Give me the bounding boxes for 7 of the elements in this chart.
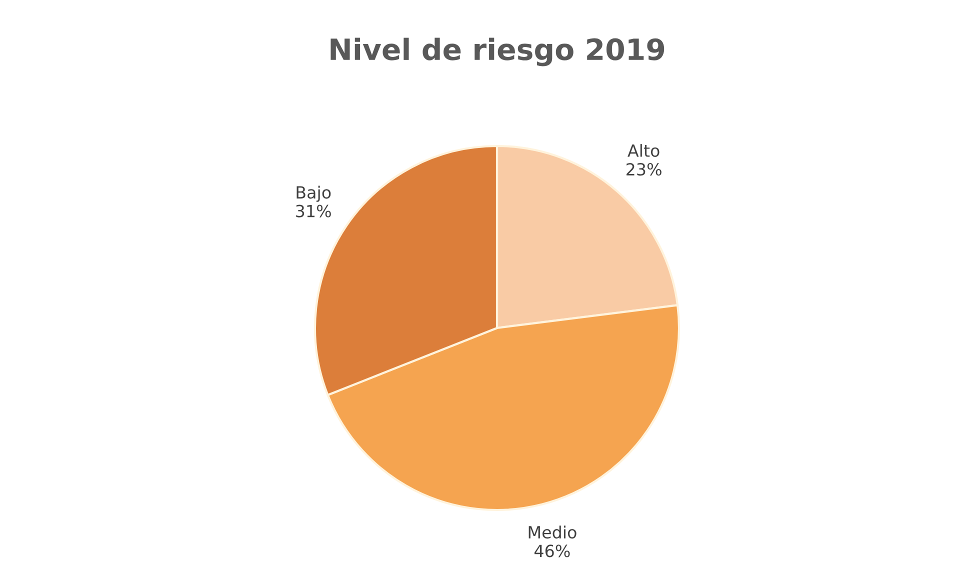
- data-label: 46%: [534, 544, 570, 558]
- data-label: 31%: [296, 204, 331, 218]
- slice-label: Medio: [528, 526, 576, 539]
- slice-label: Bajo: [296, 186, 331, 202]
- data-label: 23%: [626, 163, 662, 176]
- chart-title: Nivel de riesgo 2019: [330, 38, 664, 66]
- slice-label: Alto: [628, 144, 660, 157]
